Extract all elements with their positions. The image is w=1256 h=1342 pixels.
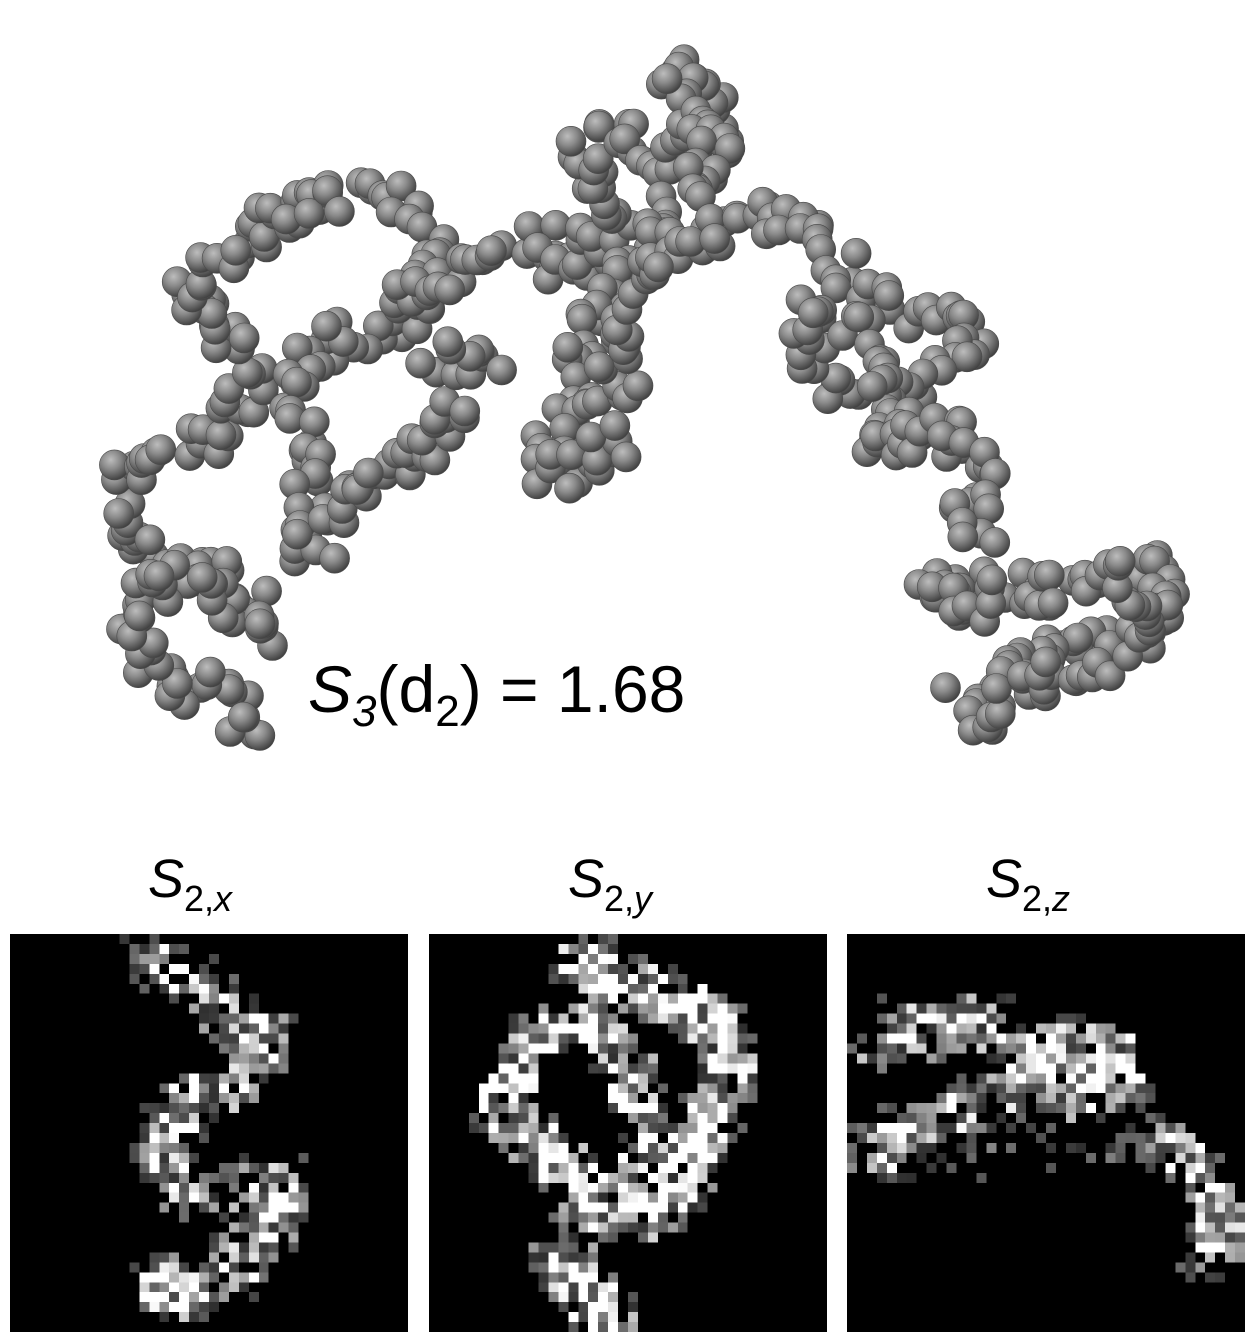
sphere-particle	[797, 297, 829, 329]
projection-image-z	[847, 934, 1245, 1332]
projection-image-x	[10, 934, 408, 1332]
sphere-particle	[714, 133, 746, 164]
sphere-particle	[1034, 559, 1065, 591]
sphere-particle	[311, 310, 342, 342]
sphere-particle	[162, 668, 193, 699]
sphere-particle	[244, 608, 276, 640]
sphere-particle	[220, 235, 252, 266]
projection-label-y: S2,y	[567, 849, 653, 919]
sphere-particle	[651, 63, 683, 94]
particle-aggregate-render	[99, 44, 1190, 751]
sphere-particle	[622, 370, 654, 402]
formula-value: = 1.68	[500, 652, 686, 726]
sphere-particle	[552, 331, 584, 363]
sphere-particle	[599, 410, 631, 441]
projection-label-z: S2,z	[985, 849, 1071, 919]
sphere-particle	[432, 326, 464, 358]
sphere-particle	[976, 564, 1008, 596]
projection-label-x: S2,x	[147, 849, 233, 919]
sphere-particle	[195, 656, 226, 688]
sphere-particle	[476, 235, 507, 266]
formula-symbol: S	[308, 652, 353, 726]
sphere-particle	[103, 498, 134, 529]
sphere-particle	[554, 472, 585, 504]
sphere-particle	[486, 354, 517, 386]
sphere-particle	[951, 341, 983, 373]
sphere-particle	[281, 518, 313, 550]
sphere-particle	[205, 419, 237, 451]
sphere-particle	[610, 441, 642, 473]
sphere-particle	[979, 527, 1011, 558]
sphere-particle	[856, 371, 888, 402]
sphere-particle	[298, 406, 330, 438]
sphere-particle	[449, 395, 481, 427]
sphere-particle	[145, 434, 177, 466]
formula-symbol-subscript: 3	[352, 687, 377, 736]
sphere-particle	[324, 196, 355, 227]
sphere-particle	[293, 198, 325, 229]
sphere-particle	[227, 701, 259, 733]
formula-argument: d	[398, 652, 436, 726]
sphere-particle	[281, 366, 312, 398]
sphere-particle	[583, 351, 615, 383]
sphere-particle	[566, 303, 598, 335]
sphere-particle	[699, 223, 731, 254]
sphere-particle	[947, 521, 979, 553]
sphere-particle	[434, 274, 466, 306]
sphere-particle	[319, 542, 350, 574]
sphere-particle	[582, 143, 614, 174]
sphere-particle	[1094, 660, 1126, 692]
sphere-particle	[873, 280, 905, 311]
sphere-particle	[228, 322, 260, 354]
sphere-particle	[1030, 646, 1061, 678]
formula-argument-subscript: 2	[435, 687, 460, 736]
fractal-dimension-formula: S3(d2) = 1.68	[308, 652, 686, 736]
projection-image-y	[429, 934, 827, 1332]
sphere-particle	[352, 457, 384, 489]
sphere-particle	[843, 301, 875, 333]
sphere-particle	[124, 600, 155, 632]
sphere-particle	[186, 562, 218, 593]
sphere-particle	[1104, 545, 1136, 577]
sphere-particle	[405, 347, 436, 379]
sphere-particle	[143, 560, 175, 592]
sphere-particle	[134, 524, 166, 556]
sphere-particle	[643, 251, 674, 283]
sphere-particle	[555, 126, 587, 157]
sphere-particle	[609, 123, 641, 155]
sphere-particle	[1037, 587, 1069, 619]
sphere-particle	[840, 238, 872, 269]
sphere-particle	[930, 672, 961, 704]
